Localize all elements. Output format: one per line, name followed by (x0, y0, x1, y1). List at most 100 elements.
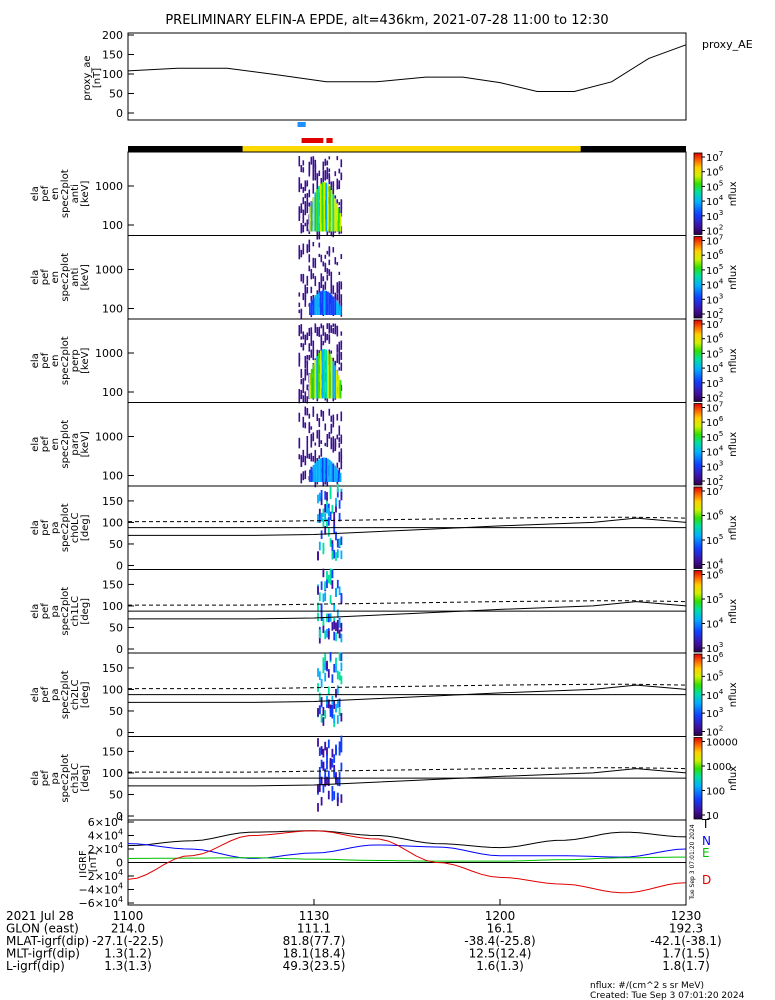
igrf-ylabel: IGRF [nT] (78, 850, 99, 874)
spectrogram-streak (312, 169, 315, 181)
spectrogram-streak (306, 287, 309, 294)
blue-bar (297, 122, 306, 127)
pitch-cell (338, 772, 341, 781)
pitch-cell (333, 549, 336, 559)
spectrogram-streak (330, 325, 333, 333)
pitch-cell (318, 692, 321, 702)
spectrogram-streak (308, 166, 311, 177)
igrf-ytick-label: 2×104 (88, 841, 123, 856)
spectrogram-cell (316, 460, 319, 482)
colorbar-tick-label: 105 (706, 591, 723, 606)
spectrogram-streak (310, 452, 313, 462)
colorbar-tick-label: 107 (706, 483, 723, 498)
spectrogram-streak (302, 224, 305, 233)
pitch-cell (322, 518, 325, 528)
spectrogram-streak (328, 269, 331, 276)
spectrogram-cell (327, 351, 329, 399)
pitch-cell (320, 530, 323, 539)
spectrogram-streak (308, 189, 311, 198)
pitch-cell (336, 685, 339, 694)
pitch-cell (320, 581, 323, 590)
pitch-cell (333, 768, 336, 778)
ylabel-line: [nT] (92, 68, 103, 88)
spectrogram-streak (298, 395, 301, 404)
spectrogram-streak (306, 275, 309, 280)
spectrogram-streak (334, 440, 337, 448)
pitch-cell (322, 717, 325, 726)
pitch-cell (329, 511, 332, 521)
spectrogram-streak (308, 413, 311, 419)
pitch-cell (326, 579, 328, 589)
spectrogram-streak (338, 202, 341, 206)
pitch-cell (333, 714, 336, 724)
pitch-cell (322, 593, 325, 603)
colorbar-tick-label: 102 (706, 306, 723, 321)
pitch-ylabel: ela pef pa spec2plot ch2LC [deg] (30, 670, 91, 719)
spectrogram-cell (339, 472, 342, 482)
pitch-cell (317, 708, 319, 717)
spectrogram-streak (332, 417, 335, 428)
spectrogram-streak (324, 173, 327, 181)
pitch-cell (338, 741, 341, 750)
energy-colorbar (693, 403, 703, 486)
pitch-cell (322, 568, 325, 578)
pitch-cell (324, 661, 327, 671)
pitch-cell (324, 526, 327, 535)
spectrogram-streak (336, 156, 339, 161)
ephemeris-row-label: 2021 Jul 28 (6, 909, 74, 923)
spectrogram-streak (312, 273, 315, 279)
spectrogram-streak (306, 279, 309, 286)
pitch-cell (326, 760, 328, 770)
spectrogram-streak (298, 211, 301, 219)
pitch-cell (340, 550, 343, 560)
colorbar-tick-label: 102 (706, 390, 723, 405)
pitch-cell (336, 538, 339, 548)
spectrogram-streak (316, 228, 319, 240)
spectrogram-streak (326, 478, 329, 487)
spectrogram-streak (302, 197, 305, 205)
spectrogram-streak (298, 177, 301, 182)
pitch-cell (331, 674, 334, 683)
units-note: nflux: #/(cm^2 s sr MeV) (590, 981, 704, 991)
pitch-cell (336, 625, 339, 634)
pitch-cell (324, 672, 327, 682)
ylabel-line: [keV] (80, 181, 91, 207)
colorbar-tick-label: 105 (706, 429, 723, 444)
spectrogram-streak (304, 201, 307, 206)
spectrogram-cell (319, 291, 322, 315)
loss-cone-solid (128, 684, 687, 703)
colorbar-tick-label: 106 (706, 247, 724, 262)
pitch-cell (317, 738, 319, 747)
pitch-cell (338, 586, 341, 596)
colorbar-tick-label: 103 (706, 705, 723, 720)
igrf-legend-T: T (701, 817, 710, 831)
pitch-cell (336, 777, 339, 786)
pitch-cell (333, 518, 336, 528)
spectrogram-streak (312, 410, 315, 417)
spectrogram-streak (312, 455, 315, 462)
spectrogram-cell (309, 302, 311, 315)
pitch-cell (324, 653, 327, 663)
spectrogram-streak (304, 374, 307, 381)
spectrogram-streak (310, 156, 313, 162)
pitch-cell (327, 574, 330, 584)
pitch-ytick-label: 50 (109, 538, 123, 551)
spectrogram-streak (312, 349, 315, 361)
ae-ytick-label: 100 (102, 68, 123, 81)
ylabel-line: [nT] (88, 852, 99, 872)
figure-title: PRELIMINARY ELFIN-A EPDE, alt=436km, 202… (165, 13, 608, 28)
spectrogram-streak (328, 168, 331, 173)
pitch-cell (326, 492, 328, 501)
spectrogram-streak (318, 242, 321, 248)
x-tick-label: 1130 (299, 909, 330, 923)
spectrogram-streak (328, 173, 331, 184)
pitch-cell (317, 784, 319, 793)
spectrogram-streak (314, 171, 317, 179)
ylabel-line: proxy_ae (82, 55, 93, 100)
spectrogram-cell (339, 305, 342, 315)
pitch-cell (335, 703, 337, 713)
colorbar-tick-label: 105 (706, 532, 723, 547)
spectrogram-streak (306, 371, 309, 376)
spectrogram-streak (328, 323, 331, 331)
